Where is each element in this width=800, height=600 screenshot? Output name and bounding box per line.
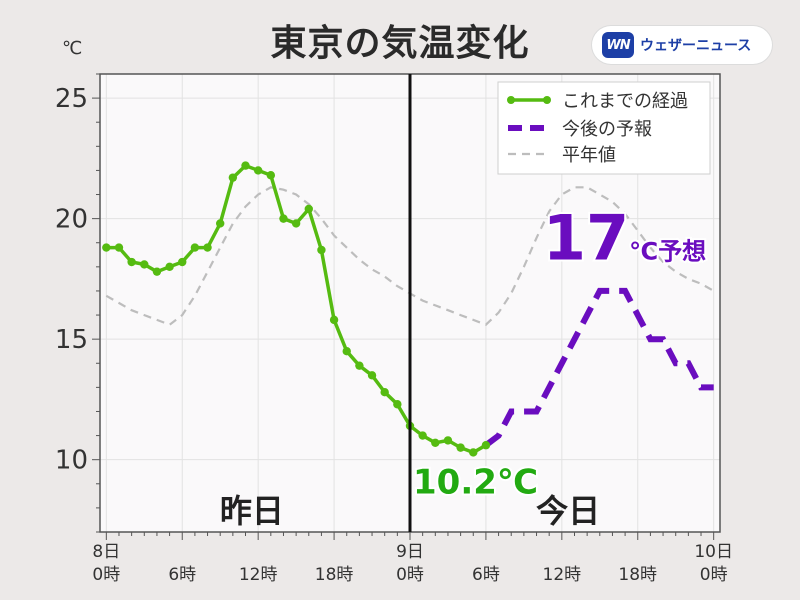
observed-point xyxy=(228,173,238,182)
observed-point xyxy=(178,257,187,267)
observed-point xyxy=(241,161,250,170)
observed-point xyxy=(317,245,326,255)
x-tick-label-hour: 18時 xyxy=(618,565,657,585)
legend-forecast-label: 今後の予報 xyxy=(562,119,652,140)
observed-point xyxy=(165,262,174,272)
x-tick-label-hour: 12時 xyxy=(543,565,582,585)
observed-point xyxy=(355,361,364,370)
observed-point xyxy=(469,448,478,457)
y-tick-label: 10 xyxy=(55,446,88,476)
x-tick-label-hour: 0時 xyxy=(700,565,728,585)
observed-point xyxy=(481,441,491,450)
legend-observed-marker xyxy=(507,96,515,104)
observed-point xyxy=(380,387,389,397)
observed-point xyxy=(329,315,339,325)
observed-point xyxy=(114,243,124,252)
observed-point xyxy=(342,347,351,356)
observed-point xyxy=(443,436,453,445)
observed-point xyxy=(279,214,288,223)
forecast-high-unit: ℃予想 xyxy=(629,238,706,266)
y-tick-label: 20 xyxy=(55,205,88,235)
day-label: 昨日 xyxy=(220,492,284,530)
day-label: 今日 xyxy=(536,492,600,530)
weathernews-logo-text: ウェザーニュース xyxy=(640,38,752,54)
chart-title: 東京の気温変化 xyxy=(270,23,530,64)
observed-point xyxy=(431,438,440,448)
weathernews-logo-mark: WN xyxy=(602,32,634,58)
y-tick-label: 15 xyxy=(55,325,88,355)
legend-observed-label: これまでの経過 xyxy=(562,91,688,112)
x-tick-label-hour: 6時 xyxy=(168,565,196,585)
observed-point xyxy=(216,219,225,228)
y-axis-unit-label: ℃ xyxy=(62,38,83,59)
observed-point xyxy=(456,443,465,452)
observed-point xyxy=(140,260,149,269)
observed-point xyxy=(203,243,212,252)
x-tick-label-hour: 0時 xyxy=(92,565,120,585)
current-temperature-label: 10.2℃ xyxy=(413,463,538,503)
observed-point xyxy=(190,243,200,252)
observed-point xyxy=(127,257,136,267)
observed-point xyxy=(253,166,263,175)
observed-point xyxy=(102,243,111,252)
y-tick-label: 25 xyxy=(55,84,88,114)
x-tick-label-hour: 12時 xyxy=(239,565,278,585)
observed-point xyxy=(393,400,402,409)
weathernews-logo: WN ウェザーニュース xyxy=(592,26,772,64)
observed-point xyxy=(266,171,276,180)
forecast-high-value: 17 xyxy=(543,202,629,275)
observed-point xyxy=(418,431,427,440)
observed-point xyxy=(304,204,313,214)
legend-observed-marker xyxy=(543,96,551,104)
forecast-line xyxy=(484,287,714,448)
legend-normal-label: 平年値 xyxy=(562,145,616,166)
x-tick-label-day: 8日 xyxy=(92,542,120,562)
observed-point xyxy=(291,219,301,228)
observed-point xyxy=(367,371,377,380)
x-tick-label-day: 10日 xyxy=(694,542,733,562)
forecast-high-label: 17℃予想 xyxy=(543,202,706,275)
observed-point xyxy=(152,267,162,276)
x-tick-label-hour: 0時 xyxy=(396,565,424,585)
x-tick-label-hour: 18時 xyxy=(315,565,354,585)
x-tick-label-day: 9日 xyxy=(396,542,424,562)
x-tick-label-hour: 6時 xyxy=(472,565,500,585)
